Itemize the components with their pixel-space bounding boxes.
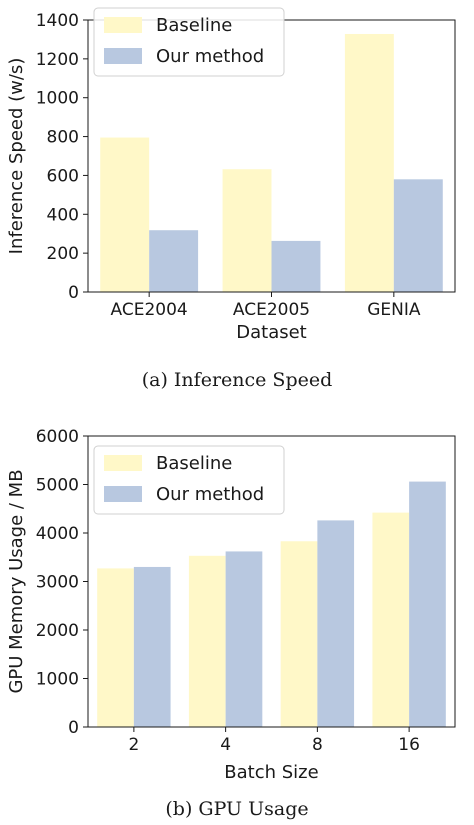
bar-baseline-8 xyxy=(280,541,318,727)
bar-baseline-ace2005 xyxy=(222,169,272,292)
gpu-usage-chart: 2 4 8 16 0 1000 2000 3000 4000 5000 6000 Batch Size… xyxy=(6,427,456,820)
legend-swatch-baseline xyxy=(104,17,142,33)
figure-caption: (b) GPU Usage xyxy=(165,798,308,820)
legend-label: Our method xyxy=(156,46,264,67)
y-tick-label: 2000 xyxy=(36,621,79,641)
inference-speed-chart: ACE2004 ACE2005 GENIA 0 200 400 600 800 1000 1200… xyxy=(6,7,456,391)
y-tick-label: 5000 xyxy=(36,476,79,496)
y-tick-label: 1000 xyxy=(36,670,79,690)
bar-our-method-16 xyxy=(409,481,446,727)
y-tick-label: 0 xyxy=(68,283,79,303)
bar-baseline-ace2004 xyxy=(100,137,150,292)
x-tick-label: 4 xyxy=(220,735,231,755)
y-tick-label: 3000 xyxy=(36,573,79,593)
legend-swatch-our-method xyxy=(104,48,142,64)
bar-baseline-2 xyxy=(97,568,134,727)
figure-caption: (a) Inference Speed xyxy=(142,369,333,391)
legend-label: Baseline xyxy=(156,453,232,474)
x-tick-label: GENIA xyxy=(367,300,421,320)
y-tick-label: 4000 xyxy=(36,524,79,544)
y-tick-label: 200 xyxy=(47,244,79,264)
y-tick-label: 1200 xyxy=(36,50,79,70)
bar-baseline-4 xyxy=(188,555,226,727)
y-tick-label: 1400 xyxy=(36,11,79,31)
x-axis-label: Dataset xyxy=(236,322,307,343)
y-tick-label: 6000 xyxy=(36,427,79,447)
y-axis-label: GPU Memory Usage / MB xyxy=(6,469,27,693)
y-tick-label: 0 xyxy=(68,718,79,738)
y-tick-label: 600 xyxy=(47,166,79,186)
bar-our-method-ace2004 xyxy=(149,230,199,292)
bar-baseline-16 xyxy=(372,512,410,727)
plot-frame xyxy=(87,435,456,728)
x-tick-label: 16 xyxy=(398,735,420,755)
x-tick-label: ACE2005 xyxy=(233,300,310,320)
legend-swatch-our-method xyxy=(104,486,142,502)
y-tick-label: 400 xyxy=(47,205,79,225)
bar-our-method-2 xyxy=(133,566,171,727)
legend-label: Our method xyxy=(156,484,264,505)
legend-swatch-baseline xyxy=(104,455,142,471)
legend-label: Baseline xyxy=(156,15,232,36)
bar-our-method-ace2005 xyxy=(271,240,321,292)
bar-baseline-genia xyxy=(344,33,394,292)
bar-our-method-4 xyxy=(225,551,263,727)
bar-our-method-8 xyxy=(317,520,355,727)
x-tick-label: 2 xyxy=(128,735,139,755)
x-tick-label: ACE2004 xyxy=(111,300,188,320)
y-axis-label: Inference Speed (w/s) xyxy=(6,58,27,255)
x-tick-label: 8 xyxy=(312,735,323,755)
bar-our-method-genia xyxy=(393,179,443,292)
x-axis-label: Batch Size xyxy=(224,762,318,783)
y-tick-label: 1000 xyxy=(36,89,79,109)
y-tick-label: 800 xyxy=(47,128,79,148)
